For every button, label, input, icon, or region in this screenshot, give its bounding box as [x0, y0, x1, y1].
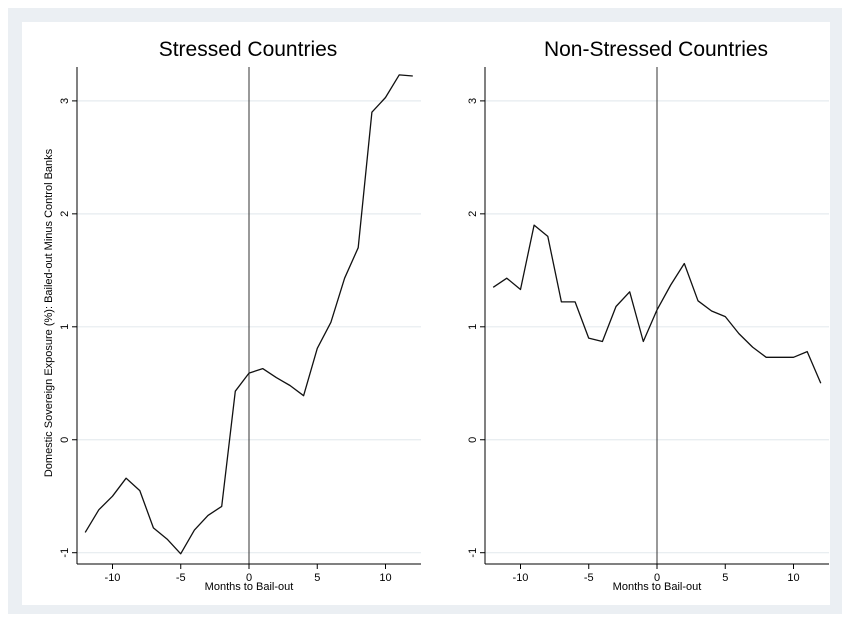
x-tick-label-non-stressed-4: 10 — [787, 572, 799, 584]
x-axis-title-non-stressed: Months to Bail-out — [613, 581, 702, 593]
y-tick-label-stressed-3: 2 — [59, 211, 71, 217]
y-tick-label-stressed-1: 0 — [59, 437, 71, 443]
panel-title-stressed: Stressed Countries — [159, 38, 338, 61]
x-tick-label-stressed-2: 0 — [246, 572, 252, 584]
y-axis-title-stressed: Domestic Sovereign Exposure (%): Bailed-… — [43, 148, 55, 477]
x-tick-label-non-stressed-3: 5 — [722, 572, 728, 584]
x-tick-label-non-stressed-0: -10 — [513, 572, 529, 584]
x-tick-label-stressed-1: -5 — [176, 572, 186, 584]
y-tick-label-non-stressed-4: 3 — [467, 98, 479, 104]
y-tick-label-stressed-4: 3 — [59, 98, 71, 104]
x-axis-title-stressed: Months to Bail-out — [205, 581, 294, 593]
y-tick-label-stressed-2: 1 — [59, 324, 71, 330]
x-tick-label-non-stressed-2: 0 — [654, 572, 660, 584]
y-tick-label-non-stressed-1: 0 — [467, 437, 479, 443]
series-line-stressed — [84, 74, 413, 555]
y-tick-label-stressed-0: -1 — [59, 548, 71, 558]
x-tick-label-non-stressed-1: -5 — [584, 572, 594, 584]
y-tick-label-non-stressed-0: -1 — [467, 548, 479, 558]
y-tick-label-non-stressed-3: 2 — [467, 211, 479, 217]
x-tick-label-stressed-0: -10 — [105, 572, 121, 584]
series-line-non-stressed — [492, 224, 822, 384]
panel-title-non-stressed: Non-Stressed Countries — [544, 38, 768, 61]
x-tick-label-stressed-4: 10 — [379, 572, 391, 584]
x-tick-label-stressed-3: 5 — [314, 572, 320, 584]
y-tick-label-non-stressed-2: 1 — [467, 324, 479, 330]
